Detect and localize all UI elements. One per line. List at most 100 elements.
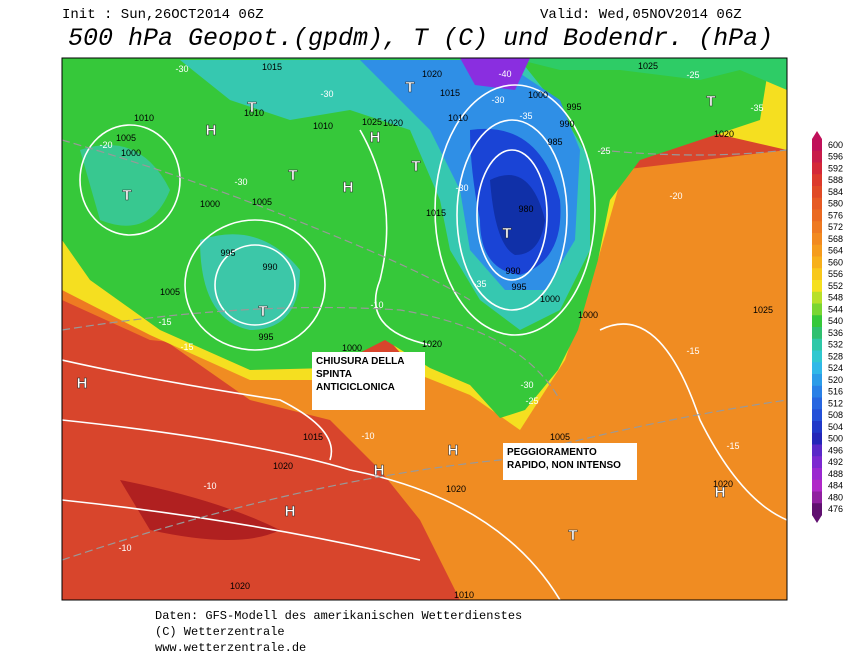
colorbar-label: 548 xyxy=(828,293,843,303)
temperature-label: -15 xyxy=(686,346,699,356)
colorbar-label: 556 xyxy=(828,269,843,279)
isobar-label: 995 xyxy=(258,332,273,342)
temperature-label: -30 xyxy=(234,177,247,187)
pressure-system: T xyxy=(288,167,297,184)
temperature-label: -30 xyxy=(320,89,333,99)
map-field xyxy=(62,58,787,600)
pressure-system: H xyxy=(370,129,381,146)
colorbar-label: 600 xyxy=(828,140,843,150)
pressure-system: H xyxy=(285,503,296,520)
colorbar-label: 528 xyxy=(828,351,843,361)
isobar-label: 1020 xyxy=(446,484,466,494)
colorbar-label: 520 xyxy=(828,375,843,385)
pressure-system: T xyxy=(706,93,715,110)
temperature-label: -25 xyxy=(525,396,538,406)
isobar-label: 1020 xyxy=(383,118,403,128)
isobar-label: 1000 xyxy=(342,343,362,353)
temperature-label: -30 xyxy=(520,380,533,390)
isobar-label: 1015 xyxy=(303,432,323,442)
pressure-system: T xyxy=(502,225,511,242)
colorbar-label: 516 xyxy=(828,387,843,397)
annotation-text: SPINTA xyxy=(316,369,352,380)
temperature-label: -15 xyxy=(726,441,739,451)
isobar-label: 1025 xyxy=(362,117,382,127)
isobar-label: 990 xyxy=(262,262,277,272)
colorbar-label: 596 xyxy=(828,152,843,162)
isobar-label: 1005 xyxy=(116,133,136,143)
colorbar-swatch xyxy=(812,397,822,410)
colorbar-swatch xyxy=(812,374,822,387)
annotation-box xyxy=(312,352,425,410)
colorbar-swatch xyxy=(812,139,822,152)
isobar-label: 1000 xyxy=(528,90,548,100)
pressure-system: T xyxy=(411,158,420,175)
temperature-label: -35 xyxy=(750,103,763,113)
pressure-system: T xyxy=(258,303,267,320)
isobar-label: 995 xyxy=(566,102,581,112)
colorbar-swatch xyxy=(812,327,822,340)
temperature-label: -10 xyxy=(118,543,131,553)
colorbar-swatch xyxy=(812,385,822,398)
colorbar-label: 588 xyxy=(828,175,843,185)
isobar-label: 1010 xyxy=(134,113,154,123)
colorbar-label: 524 xyxy=(828,363,843,373)
colorbar-swatch xyxy=(812,221,822,234)
colorbar-swatch xyxy=(812,233,822,246)
colorbar-label: 484 xyxy=(828,481,843,491)
colorbar-label: 480 xyxy=(828,492,843,502)
colorbar-label: 592 xyxy=(828,163,843,173)
colorbar-label: 560 xyxy=(828,257,843,267)
colorbar-swatch xyxy=(812,291,822,304)
isobar-label: 985 xyxy=(547,137,562,147)
colorbar-top-arrow xyxy=(812,131,822,139)
temperature-label: -40 xyxy=(498,69,511,79)
footer-source: Daten: GFS-Modell des amerikanischen Wet… xyxy=(155,609,522,623)
temperature-label: -10 xyxy=(370,300,383,310)
isobar-label: 1020 xyxy=(422,69,442,79)
temperature-label: -25 xyxy=(597,146,610,156)
isobar-label: 1015 xyxy=(440,88,460,98)
isobar-label: 980 xyxy=(518,204,533,214)
footer-copyright: (C) Wetterzentrale xyxy=(155,625,285,639)
colorbar-swatch xyxy=(812,468,822,481)
colorbar-swatch xyxy=(812,409,822,422)
colorbar-swatch xyxy=(812,209,822,222)
annotation-text: RAPIDO, NON INTENSO xyxy=(507,460,621,471)
isobar-label: 1000 xyxy=(200,199,220,209)
colorbar-swatch xyxy=(812,491,822,504)
colorbar-swatch xyxy=(812,162,822,175)
colorbar-label: 584 xyxy=(828,187,843,197)
temperature-label: -15 xyxy=(180,342,193,352)
colorbar-label: 544 xyxy=(828,304,843,314)
pressure-system: T xyxy=(122,187,131,204)
colorbar-swatch xyxy=(812,268,822,281)
colorbar-swatch xyxy=(812,444,822,457)
annotation-box xyxy=(503,443,637,480)
annotation-text: PEGGIORAMENTO xyxy=(507,447,597,458)
temperature-label: -15 xyxy=(158,317,171,327)
isobar-label: 1020 xyxy=(273,461,293,471)
colorbar-label: 500 xyxy=(828,434,843,444)
colorbar-swatch xyxy=(812,303,822,316)
isobar-label: 1000 xyxy=(540,294,560,304)
colorbar-swatch xyxy=(812,421,822,434)
isobar-label: 1005 xyxy=(252,197,272,207)
colorbar-swatch xyxy=(812,186,822,199)
isobar-label: 990 xyxy=(559,119,574,129)
colorbar-swatch xyxy=(812,280,822,293)
colorbar-swatch xyxy=(812,456,822,469)
isobar-label: 1020 xyxy=(230,581,250,591)
colorbar-bottom-arrow xyxy=(812,515,822,523)
pressure-system: T xyxy=(568,527,577,544)
annotation-text: CHIUSURA DELLA xyxy=(316,356,405,367)
colorbar-label: 580 xyxy=(828,199,843,209)
colorbar-label: 504 xyxy=(828,422,843,432)
colorbar-label: 572 xyxy=(828,222,843,232)
colorbar-swatch xyxy=(812,315,822,328)
temperature-label: -30 xyxy=(455,183,468,193)
isobar-label: 1015 xyxy=(262,62,282,72)
colorbar-label: 492 xyxy=(828,457,843,467)
colorbar-label: 564 xyxy=(828,246,843,256)
annotation-text: ANTICICLONICA xyxy=(316,382,395,393)
